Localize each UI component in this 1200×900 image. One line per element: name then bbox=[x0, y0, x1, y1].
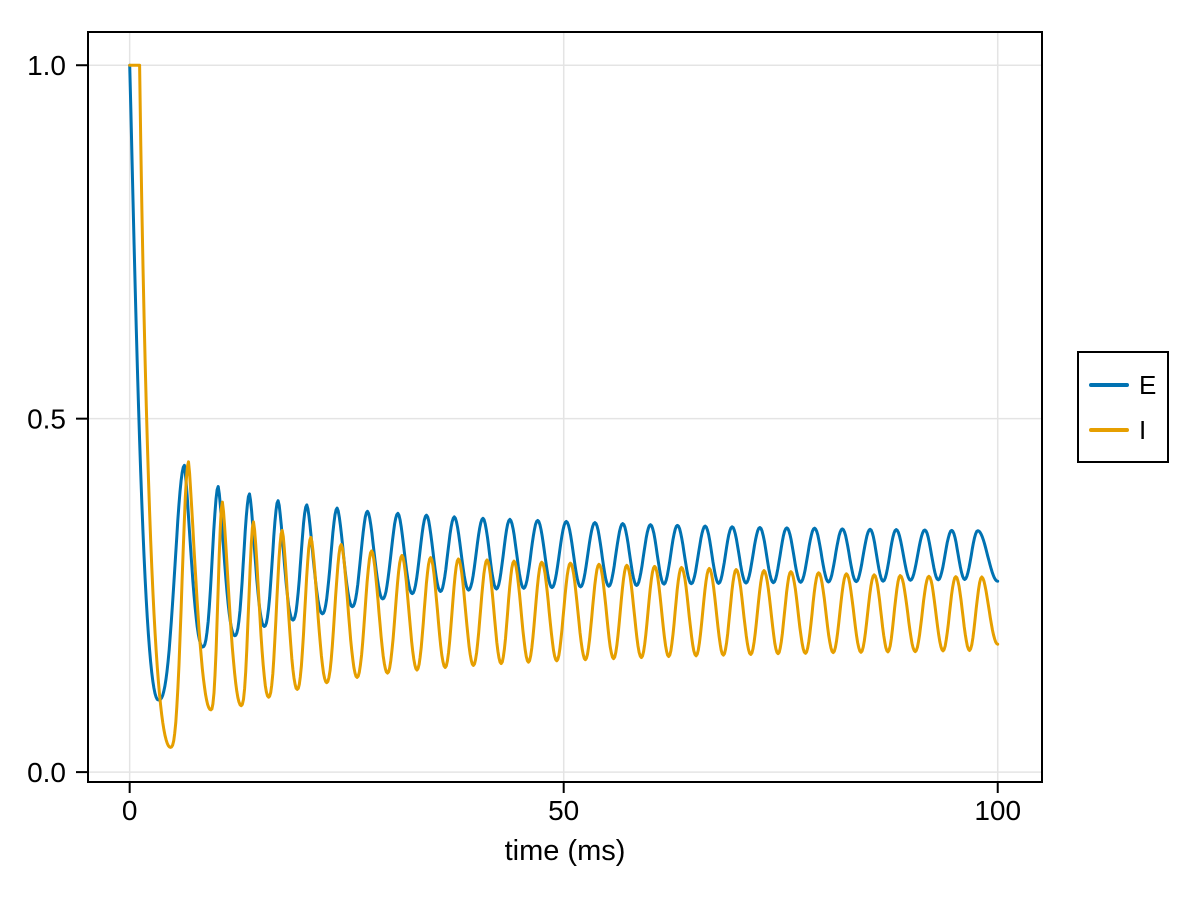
x-tick-label-100: 100 bbox=[974, 795, 1021, 826]
axis-spine-box bbox=[87, 31, 1043, 783]
series-line-e bbox=[128, 63, 1000, 702]
tick-marks bbox=[76, 64, 999, 793]
series-line-i bbox=[128, 63, 1000, 749]
legend: E I bbox=[1077, 351, 1169, 463]
y-tick-label-0.0: 0.0 bbox=[27, 757, 66, 788]
legend-entry-e: E bbox=[1089, 372, 1157, 398]
legend-label-e: E bbox=[1139, 369, 1157, 400]
legend-line-sample-e bbox=[1089, 382, 1129, 387]
x-tick-label-0: 0 bbox=[122, 795, 138, 826]
legend-label-i: I bbox=[1139, 414, 1147, 445]
series-curves bbox=[128, 63, 1000, 749]
legend-entry-i: I bbox=[1089, 417, 1157, 443]
x-axis-label: time (ms) bbox=[504, 835, 626, 867]
tick-labels: 0 50 100 0.0 0.5 1.0 bbox=[27, 50, 1021, 826]
y-tick-label-0.5: 0.5 bbox=[27, 404, 66, 435]
plot-border bbox=[87, 31, 1043, 783]
x-tick-label-50: 50 bbox=[548, 795, 579, 826]
gridlines bbox=[88, 32, 1042, 782]
legend-line-sample-i bbox=[1089, 427, 1129, 432]
y-tick-label-1.0: 1.0 bbox=[27, 50, 66, 81]
